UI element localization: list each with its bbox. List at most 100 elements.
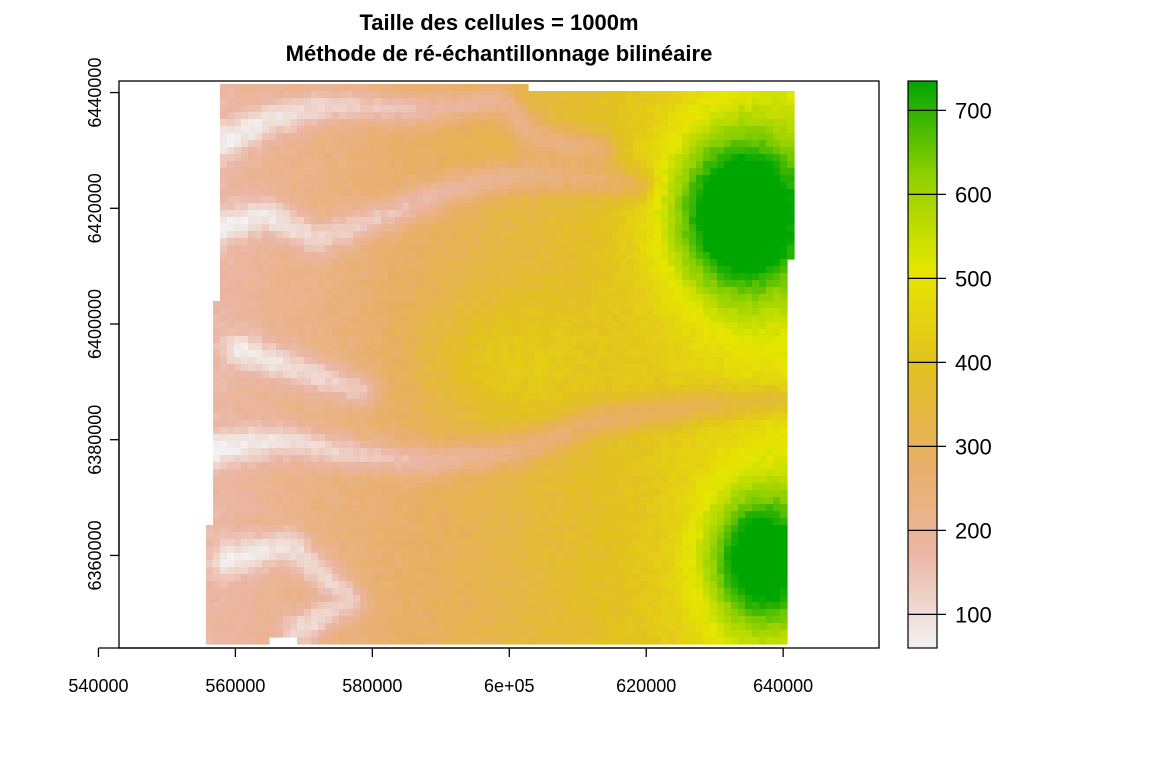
raster-cell [423,511,431,519]
raster-cell [465,504,473,512]
raster-cell [773,490,781,498]
raster-cell [220,133,228,141]
raster-cell [738,245,746,253]
raster-cell [465,371,473,379]
raster-cell [388,427,396,435]
raster-cell [773,399,781,407]
raster-cell [395,231,403,239]
raster-cell [360,413,368,421]
raster-cell [248,273,256,281]
raster-cell [605,231,613,239]
raster-cell [339,126,347,134]
raster-cell [465,497,473,505]
raster-cell [437,84,445,92]
raster-cell [591,385,599,393]
raster-cell [570,133,578,141]
raster-cell [738,462,746,470]
raster-cell [367,238,375,246]
raster-cell [262,231,270,239]
raster-cell [738,217,746,225]
raster-cell [647,329,655,337]
raster-cell [661,147,669,155]
raster-cell [577,119,585,127]
raster-cell [318,329,326,337]
raster-cell [612,476,620,484]
raster-cell [437,462,445,470]
raster-cell [759,308,767,316]
raster-cell [773,140,781,148]
raster-cell [444,217,452,225]
raster-cell [304,357,312,365]
raster-cell [346,189,354,197]
raster-cell [514,119,522,127]
raster-cell [367,385,375,393]
raster-cell [451,455,459,463]
raster-cell [745,98,753,106]
raster-cell [367,84,375,92]
raster-cell [374,371,382,379]
raster-cell [500,91,508,99]
raster-cell [780,357,788,365]
raster-cell [472,420,480,428]
raster-cell [283,308,291,316]
raster-cell [262,406,270,414]
raster-cell [325,147,333,155]
raster-cell [339,294,347,302]
raster-cell [752,119,760,127]
raster-cell [423,343,431,351]
raster-cell [759,112,767,120]
raster-cell [332,476,340,484]
raster-cell [444,238,452,246]
raster-cell [290,203,298,211]
raster-cell [689,266,697,274]
raster-cell [458,399,466,407]
raster-cell [773,91,781,99]
raster-cell [549,112,557,120]
raster-cell [717,294,725,302]
raster-cell [766,280,774,288]
raster-cell [556,469,564,477]
raster-cell [759,189,767,197]
raster-cell [451,91,459,99]
raster-cell [479,357,487,365]
raster-cell [514,112,522,120]
raster-cell [220,259,228,267]
raster-cell [640,322,648,330]
raster-cell [689,413,697,421]
raster-cell [227,357,235,365]
raster-cell [472,343,480,351]
raster-cell [367,476,375,484]
raster-cell [486,196,494,204]
raster-cell [605,161,613,169]
raster-cell [234,182,242,190]
raster-cell [689,259,697,267]
raster-cell [682,350,690,358]
raster-cell [696,126,704,134]
raster-cell [458,336,466,344]
raster-cell [367,413,375,421]
raster-cell [584,273,592,281]
raster-cell [675,497,683,505]
raster-cell [381,322,389,330]
raster-cell [710,455,718,463]
raster-cell [220,231,228,239]
raster-cell [549,238,557,246]
raster-cell [395,378,403,386]
raster-cell [297,357,305,365]
raster-cell [612,245,620,253]
raster-cell [647,364,655,372]
raster-cell [535,308,543,316]
raster-cell [717,413,725,421]
raster-cell [220,252,228,260]
raster-cell [304,168,312,176]
raster-cell [563,378,571,386]
raster-cell [668,336,676,344]
raster-cell [486,399,494,407]
raster-cell [409,168,417,176]
raster-cell [227,469,235,477]
raster-cell [360,182,368,190]
raster-cell [269,168,277,176]
raster-cell [598,266,606,274]
raster-cell [472,427,480,435]
raster-cell [458,133,466,141]
